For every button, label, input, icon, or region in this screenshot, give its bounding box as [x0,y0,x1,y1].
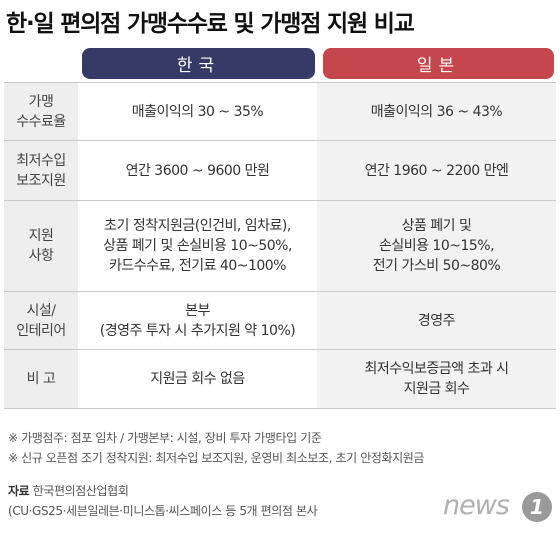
korea-cell-min-income: 연간 3600 ~ 9600 만원 [78,141,317,200]
japan-cell-min-income: 연간 1960 ~ 2200 만엔 [317,141,556,200]
table-row: 비 고 지원금 회수 없음 최저수익보증금액 초과 시 지원금 회수 [4,349,556,409]
source-org: 한국편의점산업협회 [32,484,129,498]
japan-column-header: 일본 [323,48,554,79]
korea-cell-support: 초기 정착지원금(인건비, 임차료), 상품 폐기 및 손실비용 10~50%, 카… [78,201,317,291]
korea-cell-facility: 본부 (경영주 투자 시 추가지원 약 10%) [78,292,317,349]
japan-cell-support: 상품 폐기 및 손실비용 10~15%, 전기 가스비 50~80% [317,201,556,291]
comparison-table: 가맹 수수료율 매출이익의 30 ~ 35% 매출이익의 36 ~ 43% 최저수… [4,82,556,409]
logo-text: news [443,490,510,521]
japan-cell-facility: 경영주 [317,292,556,349]
source-credit: 자료 한국편의점산업협회 (CU·GS25·세븐일레븐·미니스톱·씨스페이스 등… [8,481,318,521]
korea-column-header: 한국 [82,48,315,79]
logo-badge: 1 [522,492,552,522]
korea-cell-remarks: 지원금 회수 없음 [78,350,317,408]
news1-logo: news 1 [443,490,555,526]
row-label-support: 지원 사항 [4,201,78,291]
row-label-remarks: 비 고 [4,350,78,408]
source-label: 자료 [8,484,30,498]
table-row: 시설/인테리어 본부 (경영주 투자 시 추가지원 약 10%) 경영주 [4,291,556,349]
row-label-min-income: 최저수입 보조지원 [4,141,78,200]
row-label-fee-rate: 가맹 수수료율 [4,83,78,140]
japan-cell-remarks: 최저수익보증금액 초과 시 지원금 회수 [317,350,556,408]
korea-cell-fee-rate: 매출이익의 30 ~ 35% [78,83,317,140]
japan-cell-fee-rate: 매출이익의 36 ~ 43% [317,83,556,140]
source-detail: (CU·GS25·세븐일레븐·미니스톱·씨스페이스 등 5개 편의점 본사 [8,504,318,518]
table-row: 가맹 수수료율 매출이익의 30 ~ 35% 매출이익의 36 ~ 43% [4,82,556,140]
footnotes: ※ 가맹점주: 점포 임차 / 가맹본부: 시설, 장비 투자 가맹타입 기준 … [8,428,424,468]
footnote: ※ 신규 오픈점 조기 정착지원: 최저수입 보조지원, 운영비 최소보조, 초… [8,451,425,465]
row-label-facility: 시설/인테리어 [4,292,78,349]
infographic-title: 한·일 편의점 가맹수수료 및 가맹점 지원 비교 [6,11,415,37]
footnote: ※ 가맹점주: 점포 임차 / 가맹본부: 시설, 장비 투자 가맹타입 기준 [8,431,322,445]
table-row: 지원 사항 초기 정착지원금(인건비, 임차료), 상품 폐기 및 손실비용 10~… [4,200,556,291]
table-row: 최저수입 보조지원 연간 3600 ~ 9600 만원 연간 1960 ~ 220… [4,140,556,200]
